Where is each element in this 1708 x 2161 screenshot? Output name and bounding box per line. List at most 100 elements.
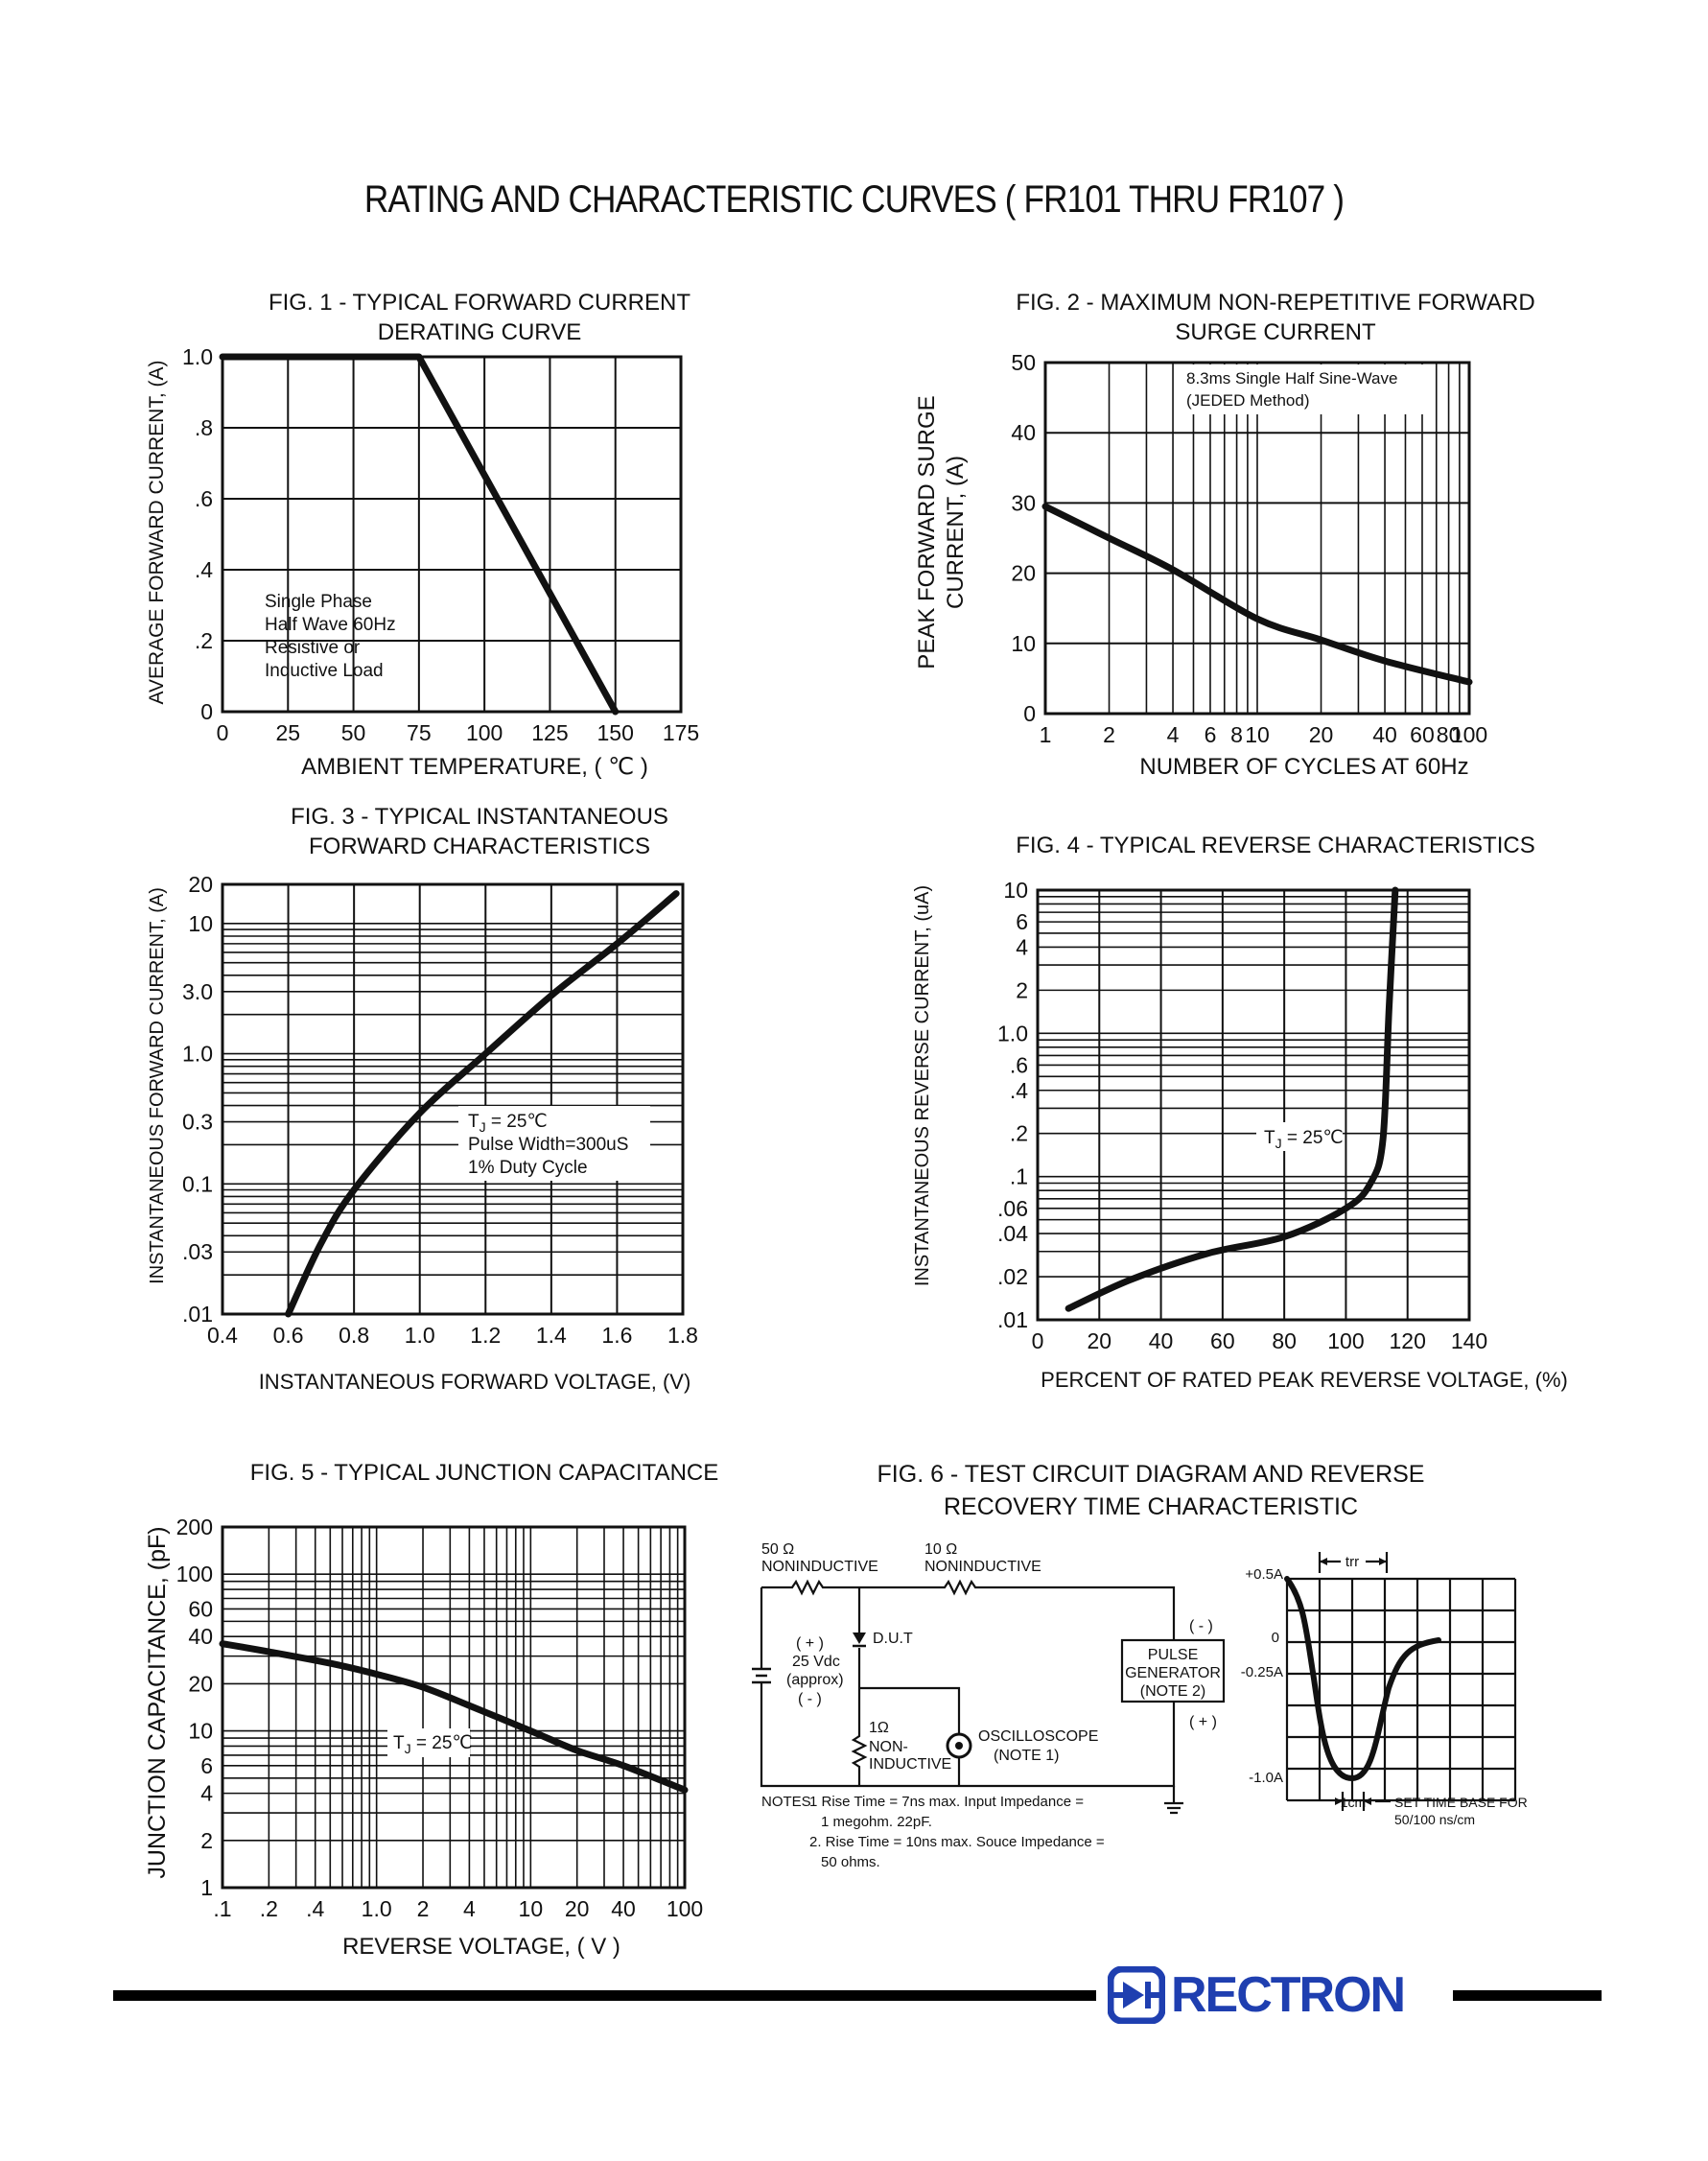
r1-label: NONINDUCTIVE bbox=[761, 1559, 878, 1575]
fig1-xlabel: AMBIENT TEMPERATURE, ( ℃ ) bbox=[301, 754, 648, 780]
fig3-x-tick-label: 0.6 bbox=[273, 1323, 304, 1348]
fig5-y-tick-label: 6 bbox=[200, 1753, 213, 1778]
fig4-y-tick-label: 1.0 bbox=[997, 1021, 1028, 1045]
fig5-y-tick-label: 4 bbox=[200, 1781, 213, 1806]
fig4-y-tick-label: .6 bbox=[1010, 1052, 1028, 1077]
notes-label: NOTES bbox=[761, 1794, 811, 1810]
fig3-y-tick-label: 10 bbox=[188, 911, 213, 936]
wave-label-neg: -1.0A bbox=[1249, 1770, 1283, 1786]
fig2-x-tick-label: 80 bbox=[1437, 722, 1462, 747]
fig1-title-line2: DERATING CURVE bbox=[377, 319, 582, 345]
fig6-title: FIG. 6 - TEST CIRCUIT DIAGRAM AND REVERS… bbox=[844, 1458, 1458, 1523]
wave-label-quarter: -0.25A bbox=[1241, 1664, 1283, 1680]
top-wire bbox=[761, 1579, 1176, 1640]
fig3-chart: 0.4 0.6 0.8 1.0 1.2 1.4 1.6 1.8 .01 .03 0.1 0.3 1.0 3… bbox=[147, 872, 698, 1394]
fig3-series-forward bbox=[285, 890, 680, 1318]
fig5-x-tick-label: .1 bbox=[213, 1896, 231, 1921]
fig5-tj: TJ = 25℃ bbox=[393, 1733, 473, 1756]
fig1-x-tick-label: 175 bbox=[663, 720, 699, 745]
fig2-x-tick-label: 10 bbox=[1245, 722, 1270, 747]
fig3-y-tick-label: .01 bbox=[182, 1302, 213, 1327]
fig2-x-tick-label: 6 bbox=[1205, 722, 1217, 747]
fig6-circuit: 50 Ω NONINDUCTIVE 10 Ω NONINDUCTIVE ( + … bbox=[752, 1541, 1528, 1870]
fig4-y-tick-label: 2 bbox=[1016, 977, 1028, 1002]
fig3-title: FIG. 3 - TYPICAL INSTANTANEOUS FORWARD C… bbox=[240, 802, 719, 861]
cm-arrow-right bbox=[1364, 1797, 1371, 1805]
wave-label-zero: 0 bbox=[1272, 1630, 1279, 1646]
fig2-title-line1: FIG. 2 - MAXIMUM NON-REPETITIVE FORWARD bbox=[1016, 290, 1535, 316]
fig5-title: FIG. 5 - TYPICAL JUNCTION CAPACITANCE bbox=[225, 1458, 743, 1488]
fig4-ylabel: INSTANTANEOUS REVERSE CURRENT, (uA) bbox=[912, 885, 933, 1286]
fig1-y-tick-label: 1.0 bbox=[182, 344, 213, 369]
fig2-series-surge bbox=[1041, 503, 1473, 686]
fig3-xlabel: INSTANTANEOUS FORWARD VOLTAGE, (V) bbox=[259, 1370, 691, 1394]
fig4-x-tick-label: 120 bbox=[1390, 1328, 1426, 1353]
fig1-note-line: Half Wave 60Hz bbox=[265, 615, 396, 635]
fig3-plot-frame bbox=[221, 882, 685, 1316]
r3-value: 1Ω bbox=[869, 1720, 889, 1736]
rectron-logo-icon bbox=[1108, 1966, 1165, 2024]
fig3-x-tick-label: 1.6 bbox=[601, 1323, 632, 1348]
fig1-y-tick-label: .6 bbox=[195, 486, 213, 511]
fig5-chart: .1 .2 .4 1.0 2 4 10 20 40 100 1 2 4 6 10 20 40 60 100 200 R… bbox=[144, 1515, 703, 1960]
scope-note: (NOTE 1) bbox=[994, 1748, 1059, 1764]
pulse-line2: GENERATOR bbox=[1125, 1665, 1221, 1681]
ground-icon bbox=[1164, 1786, 1183, 1815]
fig2-y-tick-label: 20 bbox=[1011, 561, 1036, 586]
fig4-y-tick-label: 4 bbox=[1016, 934, 1028, 959]
fig2-ylabel-line2: CURRENT, (A) bbox=[943, 456, 969, 609]
fig4-x-tick-label: 100 bbox=[1327, 1328, 1364, 1353]
fig4-y-tick-label: .4 bbox=[1010, 1078, 1028, 1103]
fig1-title: FIG. 1 - TYPICAL FORWARD CURRENT DERATIN… bbox=[240, 288, 719, 347]
fig5-x-tick-label: .4 bbox=[306, 1896, 324, 1921]
source-plus: ( + ) bbox=[796, 1635, 824, 1652]
fig3-x-tick-label: 1.8 bbox=[667, 1323, 698, 1348]
pulse-line1: PULSE bbox=[1148, 1647, 1198, 1663]
fig3-y-tick-label: 0.1 bbox=[182, 1171, 213, 1196]
fig2-y-tick-label: 0 bbox=[1023, 701, 1036, 726]
fig5-y-tick-label: 1 bbox=[200, 1875, 213, 1900]
r3-label1: NON- bbox=[869, 1739, 908, 1755]
left-wire bbox=[760, 1587, 1176, 1788]
fig3-y-tick-label: 1.0 bbox=[182, 1042, 213, 1067]
brand-name: RECTRON bbox=[1171, 1967, 1406, 2023]
fig3-title-line1: FIG. 3 - TYPICAL INSTANTANEOUS bbox=[291, 804, 668, 830]
fig4-y-tick-label: 10 bbox=[1003, 878, 1028, 903]
fig1-x-tick-label: 125 bbox=[531, 720, 568, 745]
fig5-y-tick-label: 10 bbox=[188, 1719, 213, 1744]
fig5-x-tick-label: 2 bbox=[417, 1896, 430, 1921]
fig3-ylabel: INSTANTANEOUS FORWARD CURRENT, (A) bbox=[147, 887, 168, 1284]
source-approx: (approx) bbox=[786, 1672, 844, 1688]
fig4-y-tick-label: .04 bbox=[997, 1221, 1028, 1246]
fig3-x-tick-label: 1.2 bbox=[470, 1323, 501, 1348]
fig2-note-line: (JEDED Method) bbox=[1186, 391, 1309, 410]
fig1-x-tick-label: 0 bbox=[217, 720, 229, 745]
fig5-series-capacitance bbox=[219, 1640, 689, 1794]
fig2-x-tick-label: 4 bbox=[1167, 722, 1180, 747]
fig1-y-tick-label: .2 bbox=[195, 628, 213, 653]
fig1-note: Single Phase Half Wave 60Hz Resistive or… bbox=[265, 592, 401, 681]
fig5-y-tick-label: 20 bbox=[188, 1671, 213, 1696]
fig3-x-tick-label: 1.0 bbox=[405, 1323, 435, 1348]
fig5-y-tick-label: 100 bbox=[176, 1562, 213, 1586]
trr-arrow-left bbox=[1320, 1558, 1327, 1565]
source-value: 25 Vdc bbox=[792, 1654, 840, 1670]
fig1-note-line: Inductive Load bbox=[265, 661, 384, 681]
scope-label: OSCILLOSCOPE bbox=[978, 1728, 1098, 1745]
fig2-plot-frame bbox=[1043, 361, 1471, 716]
diode-icon bbox=[853, 1632, 866, 1644]
source-minus: ( - ) bbox=[798, 1691, 822, 1707]
oscilloscope-icon bbox=[955, 1742, 963, 1750]
fig2-x-tick-label: 100 bbox=[1451, 722, 1487, 747]
fig5-y-tick-label: 40 bbox=[188, 1624, 213, 1649]
fig1-ylabel: AVERAGE FORWARD CURRENT, (A) bbox=[146, 361, 168, 705]
r3-label2: INDUCTIVE bbox=[869, 1756, 951, 1773]
fig2-x-tick-label: 1 bbox=[1040, 722, 1052, 747]
fig3-x-tick-label: 1.4 bbox=[536, 1323, 567, 1348]
fig5-ylabel: JUNCTION CAPACITANCE, (pF) bbox=[144, 1526, 171, 1878]
scope-wire bbox=[859, 1686, 961, 1786]
fig2-x-tick-label: 8 bbox=[1230, 722, 1243, 747]
fig1-note-line: Resistive or bbox=[265, 638, 361, 658]
fig4-tj: TJ = 25℃ bbox=[1264, 1128, 1344, 1151]
fig2-x-tick-label: 40 bbox=[1372, 722, 1397, 747]
